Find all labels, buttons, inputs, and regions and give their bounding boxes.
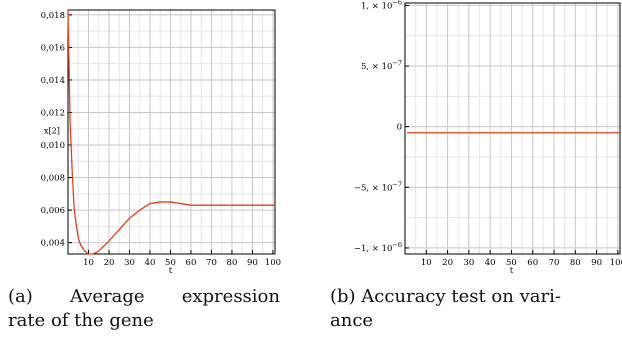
caption-a-word1: Average [69,286,145,307]
x-tick-label: 80 [570,258,581,268]
x-tick-label: 20 [104,258,115,268]
x-tick-label: 90 [591,258,602,268]
y-tick-label: 0,006 [41,206,65,216]
caption-b: (b) Accuracy test on vari- ance [330,285,622,333]
x-tick-label: 100 [265,258,281,268]
x-tick-label: 10 [421,258,432,268]
x-tick-label: 60 [186,258,197,268]
y-tick-label: 0,010 [41,141,65,151]
y-tick-label: 0,004 [41,239,65,249]
y-tick-label: 0,018 [41,11,65,21]
x-tick-label: 30 [463,258,474,268]
x-tick-label: 70 [549,258,560,268]
x-axis-label: t [169,266,173,275]
y-tick-label: 0,008 [41,174,65,184]
plot-frame [404,2,621,255]
x-axis-label: t [510,266,514,275]
y-tick-label: 0 [397,123,402,133]
x-tick-label: 20 [442,258,453,268]
y-tick-label: 0,014 [41,76,65,86]
grid-major [405,3,620,254]
y-tick-label: 0,016 [41,43,65,53]
caption-b-line2: ance [330,310,374,331]
x-tick-label: 80 [227,258,238,268]
caption-a: (a) Average expression rate of the gene [8,285,280,333]
x-tick-label: 40 [485,258,496,268]
y-tick-label: −5, × 10−7 [354,180,402,193]
x-tick-label: 10 [83,258,94,268]
x-tick-label: 40 [145,258,156,268]
y-tick-label: 5, × 10−7 [361,59,402,72]
caption-b-line1: (b) Accuracy test on vari- [330,286,561,307]
caption-a-tag: (a) [8,286,33,307]
x-tick-label: 30 [124,258,135,268]
plot-frame [67,9,276,255]
x-tick-label: 50 [506,258,517,268]
y-axis-label: x[2] [44,126,60,135]
chart-average-expression: 10 20 30 40 50 60 70 80 90 100 0,004 0,006 0,008 0,01… [41,9,281,275]
x-tick-label: 50 [165,258,176,268]
caption-a-word2: expression [181,286,280,307]
y-tick-label: −1, × 10−6 [354,241,402,254]
x-tick-label: 90 [247,258,258,268]
x-tick-label: 70 [206,258,217,268]
y-tick-label: 0,012 [41,108,65,118]
y-tick-label: 1, × 10−6 [361,0,402,11]
series-line [67,9,275,255]
grid-major [68,10,275,254]
grid-minor [68,10,275,254]
x-tick-label: 100 [610,258,622,268]
x-tick-label: 60 [527,258,538,268]
grid-minor [405,3,620,254]
caption-a-line2: rate of the gene [8,310,154,331]
